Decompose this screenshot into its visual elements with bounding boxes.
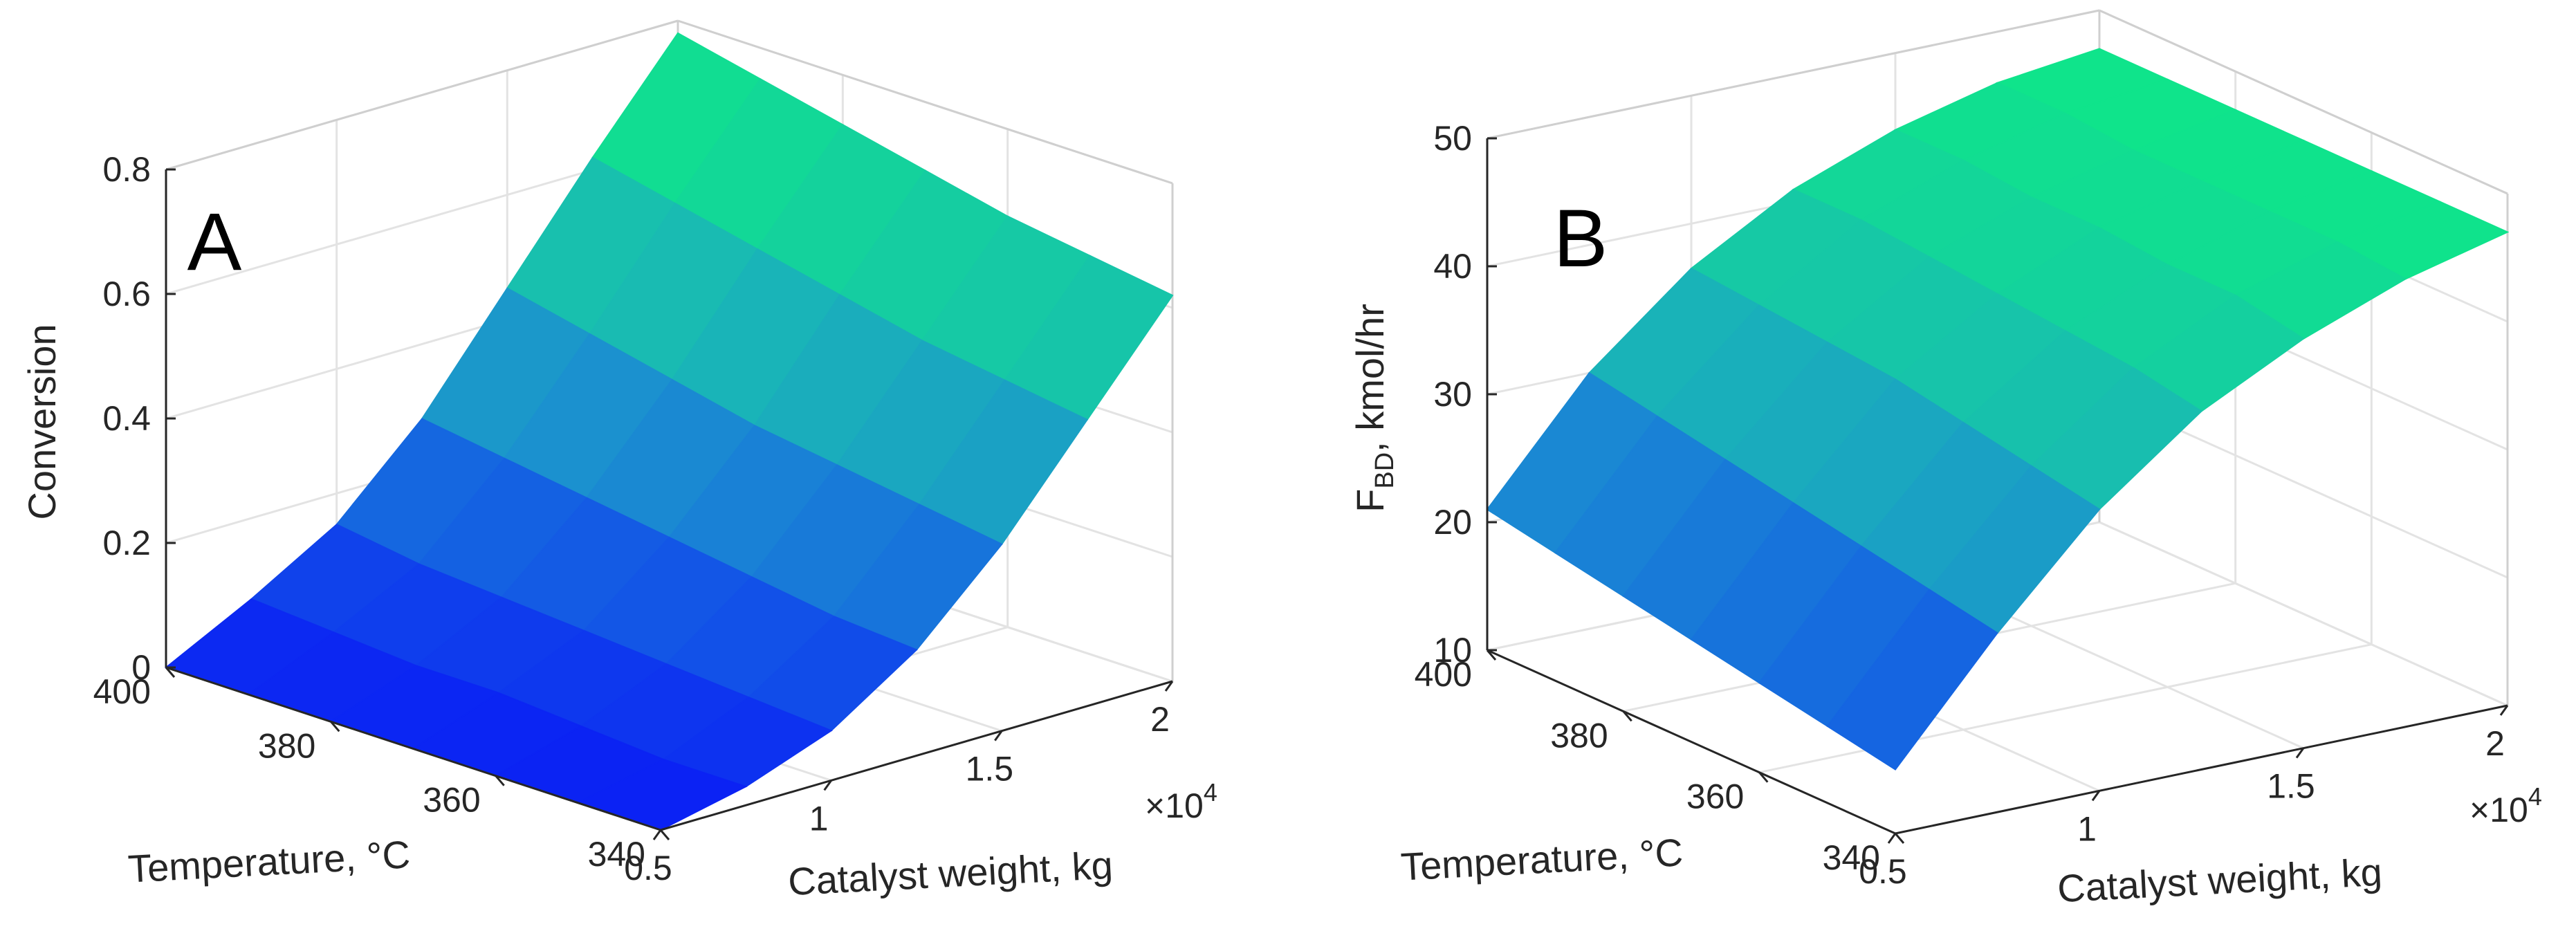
z-tick-label: 20 [1433,503,1472,542]
y-tick-mark [495,775,505,786]
x-tick-label: 0.5 [624,849,672,887]
panel-a-x-axis-label: Catalyst weight, kg [787,843,1114,904]
box-edge [677,19,1173,185]
panel-a-x-multiplier-exponent: 4 [1204,778,1217,806]
z-tick-label: 10 [1433,631,1472,670]
box-edge [1487,9,2100,140]
x-tick-label: 2 [2485,724,2505,763]
x-tick-label: 1 [809,799,829,838]
y-tick-label: 360 [423,781,480,820]
x-axis-line [1895,704,2508,835]
x-tick-label: 1.5 [2267,767,2315,806]
floor-gridline-y [1759,643,2372,774]
panel-b-surface [1486,48,2510,771]
y-tick-mark [1894,833,1905,844]
y-tick-label: 400 [93,672,151,711]
x-tick-label: 2 [1150,700,1170,739]
y-tick-label: 400 [1415,655,1472,694]
panel-b-x-multiplier: ×104 [2469,782,2542,829]
panel-a-z-axis-label: Conversion [20,324,64,519]
panel-b-z-axis-label: FBD, kmol/hr [1348,304,1399,513]
z-tick-label: 0.8 [102,150,151,189]
x-tick-mark [994,730,1003,741]
y-tick-label: 360 [1686,777,1744,816]
y-tick-label: 380 [1550,716,1608,755]
panel-b-x-multiplier-exponent: 4 [2528,782,2542,811]
y-tick-mark [1758,771,1769,783]
x-tick-mark [2499,705,2509,716]
y-tick-mark [659,829,670,840]
z-tick-label: 0.2 [102,524,151,562]
box-edge [165,19,679,171]
panel-a-x-multiplier-base: ×10 [1145,786,1204,825]
y-tick-mark [165,667,176,678]
y-axis-line [165,666,661,831]
panel-a-x-multiplier: ×104 [1145,778,1217,825]
x-tick-mark [1887,833,1897,844]
panel-b-label: B [1554,193,1608,284]
panel-a-y-axis-label: Temperature, °C [127,832,411,890]
y-tick-label: 340 [588,835,645,874]
y-tick-label: 340 [1823,838,1880,877]
x-tick-mark [2295,747,2305,759]
y-tick-label: 380 [258,726,315,765]
panel-a-surface [164,32,1174,831]
z-tick-label: 0 [131,648,151,687]
z-tick-label: 40 [1433,247,1472,286]
x-axis-line [660,680,1173,831]
x-tick-mark [823,780,832,791]
x-tick-label: 1.5 [966,750,1014,789]
panel-b-y-axis-label: Temperature, °C [1399,830,1684,888]
panel-b-z-label-main: F [1348,489,1392,513]
z-tick-label: 0.4 [102,399,151,438]
surface-patch [1826,589,1998,771]
x-tick-mark [1164,681,1174,692]
panel-a-label: A [187,196,242,288]
z-tick-label: 30 [1433,375,1472,414]
x-tick-mark [2091,790,2101,802]
y-tick-mark [1622,710,1632,722]
box-edge [2099,9,2508,195]
x-tick-label: 1 [2077,809,2097,848]
x-tick-label: 0.5 [1859,852,1907,891]
y-tick-mark [330,721,340,732]
x-tick-mark [652,829,662,840]
y-tick-mark [1486,649,1497,661]
side-wall-gridline-z [2099,521,2508,707]
panel-b-x-axis-label: Catalyst weight, kg [2057,850,2384,911]
z-tick-label: 50 [1433,119,1472,158]
z-tick-label: 0.6 [102,275,151,313]
y-axis-line [1487,649,1896,835]
panel-b-x-multiplier-base: ×10 [2469,791,2528,829]
panel-b-z-label-rest: , kmol/hr [1348,304,1392,452]
panel-b-z-label-sub: BD [1370,452,1399,489]
